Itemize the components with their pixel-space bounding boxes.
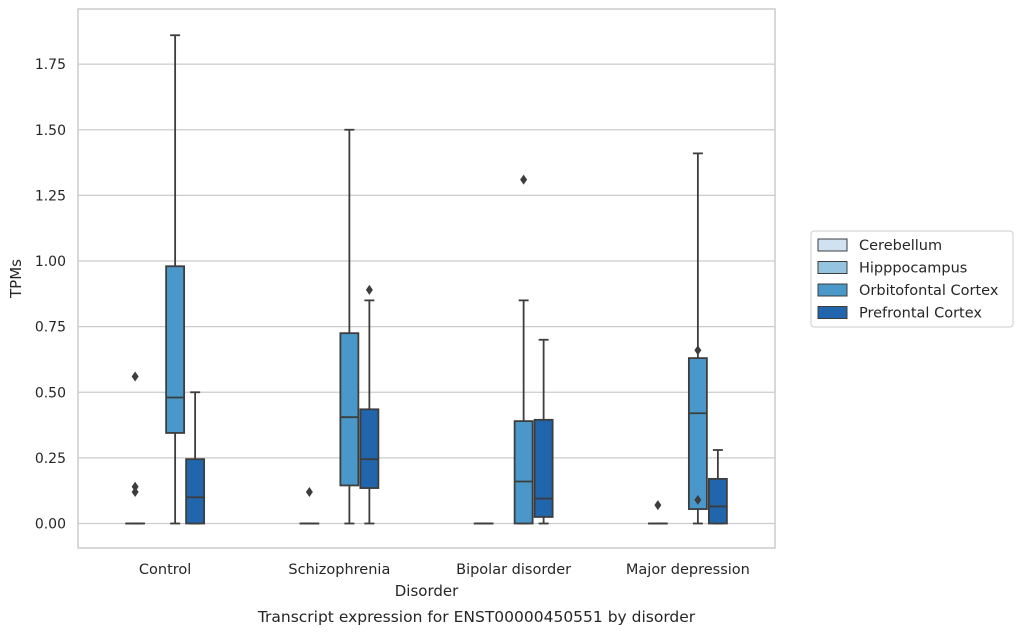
box-iqr xyxy=(687,357,708,510)
legend-frame xyxy=(810,230,1014,328)
legend-swatch xyxy=(817,306,848,319)
legend-label: Prefrontal Cortex xyxy=(859,306,982,322)
box-iqr xyxy=(359,408,380,489)
box-prefrontal-cortex xyxy=(533,338,554,525)
box-cerebellum xyxy=(647,500,668,525)
y-tick-label: 1.75 xyxy=(35,57,66,73)
outlier-point xyxy=(131,481,139,492)
box-iqr xyxy=(185,458,206,525)
box-cerebellum xyxy=(125,371,146,525)
outlier-point xyxy=(694,494,702,505)
box-cerebellum xyxy=(299,487,320,525)
box-orbitofontal-cortex xyxy=(165,34,186,525)
y-tick-label: 1.50 xyxy=(35,123,66,139)
plot-frame xyxy=(77,8,776,549)
boxes-layer xyxy=(125,34,728,525)
outlier-point xyxy=(654,500,662,511)
y-tick-label: 1.00 xyxy=(35,254,66,270)
x-axis-label: Disorder xyxy=(395,582,459,600)
legend-swatch xyxy=(817,283,848,297)
legend-label: Cerebellum xyxy=(859,238,942,254)
y-axis-label: TPMs xyxy=(7,259,25,299)
box-prefrontal-cortex xyxy=(185,391,206,525)
x-tick-label: Major depression xyxy=(626,562,750,578)
legend-swatch xyxy=(817,238,848,252)
legend-label: Hipppocampus xyxy=(859,261,967,277)
outlier-point xyxy=(365,284,373,295)
y-tick-label: 0.50 xyxy=(35,385,66,401)
box-iqr xyxy=(165,265,186,434)
y-tick-labels: 0.00 0.25 0.50 0.75 1.00 1.25 1.50 1.75 xyxy=(35,57,66,532)
x-tick-label: Schizophrenia xyxy=(288,562,390,578)
legend: Cerebellum Hipppocampus Orbitofontal Corte… xyxy=(810,230,1014,328)
outlier-point xyxy=(131,371,139,382)
y-tick-label: 0.25 xyxy=(35,451,66,467)
outlier-point xyxy=(694,345,702,356)
box-iqr xyxy=(339,332,360,487)
box-iqr xyxy=(513,420,534,525)
box-iqr xyxy=(707,477,728,525)
x-tick-label: Control xyxy=(139,562,191,578)
y-tick-label: 0.00 xyxy=(35,517,66,533)
box-orbitofontal-cortex xyxy=(687,152,708,525)
y-tick-label: 1.25 xyxy=(35,188,66,204)
chart-caption: Transcript expression for ENST0000045055… xyxy=(257,608,696,626)
outlier-point xyxy=(520,174,528,185)
outlier-point xyxy=(305,487,313,497)
legend-label: Orbitofontal Cortex xyxy=(859,283,999,299)
box-iqr xyxy=(533,418,554,518)
box-orbitofontal-cortex xyxy=(339,128,360,525)
box-prefrontal-cortex xyxy=(359,284,380,525)
x-tick-label: Bipolar disorder xyxy=(456,562,571,578)
y-tick-label: 0.75 xyxy=(35,320,66,336)
legend-swatch xyxy=(817,261,848,274)
outlier-point xyxy=(131,487,139,497)
box-prefrontal-cortex xyxy=(707,449,728,525)
x-tick-labels: Control Schizophrenia Bipolar disorder Majo… xyxy=(139,562,750,578)
box-orbitofontal-cortex xyxy=(513,174,534,525)
